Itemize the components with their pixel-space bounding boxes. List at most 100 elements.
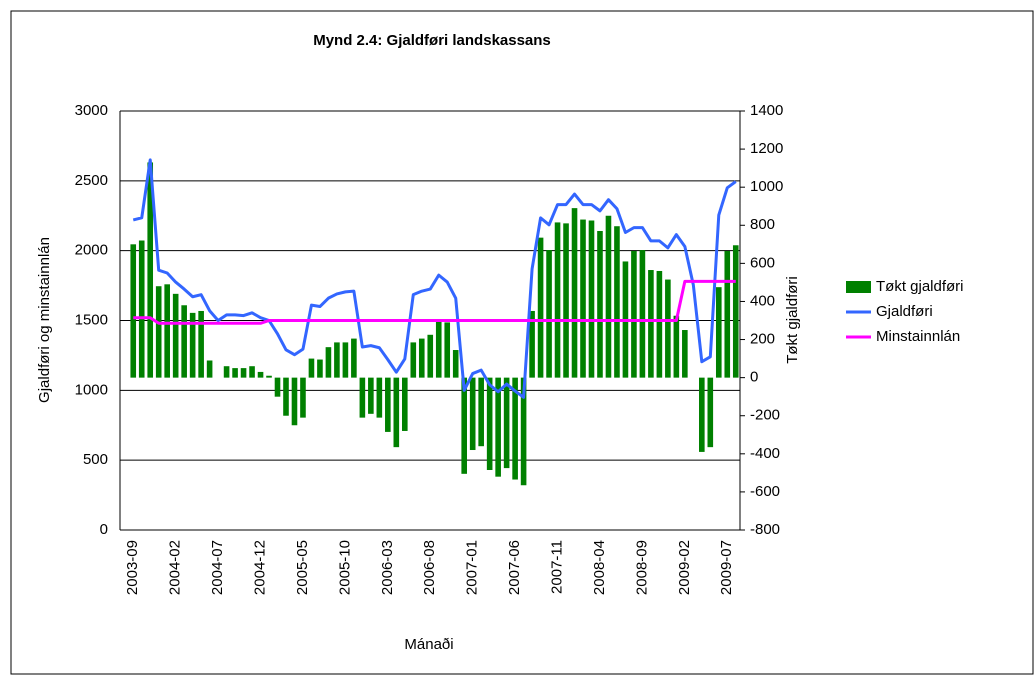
bar bbox=[181, 305, 187, 378]
bar bbox=[503, 377, 510, 469]
bar bbox=[495, 377, 501, 477]
bar bbox=[266, 375, 272, 378]
y2-tick-label: 1200 bbox=[750, 140, 783, 157]
y-tick-label: 2500 bbox=[75, 172, 108, 189]
y-tick-label: 1000 bbox=[75, 381, 108, 398]
bar bbox=[334, 342, 340, 378]
bar bbox=[223, 366, 230, 378]
bar bbox=[418, 338, 425, 378]
y2-tick-label: 0 bbox=[750, 369, 758, 386]
bar bbox=[605, 215, 612, 378]
bar bbox=[393, 377, 400, 448]
bar bbox=[410, 342, 417, 378]
bar bbox=[597, 230, 603, 378]
bar bbox=[656, 270, 663, 378]
bar bbox=[707, 377, 714, 448]
bar bbox=[317, 359, 323, 378]
bar bbox=[444, 322, 451, 378]
bar bbox=[648, 270, 654, 378]
bar bbox=[486, 377, 493, 471]
chart-border bbox=[10, 10, 1034, 675]
bar bbox=[732, 245, 739, 378]
legend-swatch bbox=[846, 281, 871, 293]
x-tick-label: 2007-11 bbox=[549, 540, 566, 594]
y2-tick-label: 1400 bbox=[750, 102, 783, 119]
bar bbox=[699, 377, 705, 452]
bar bbox=[147, 162, 154, 378]
bar bbox=[325, 347, 332, 378]
y-tick-label: 2000 bbox=[75, 242, 108, 259]
bar bbox=[401, 377, 408, 431]
x-axis-label: Mánaði bbox=[404, 636, 453, 653]
bar bbox=[452, 350, 459, 378]
bar bbox=[376, 377, 383, 418]
y2-tick-label: 1000 bbox=[750, 178, 783, 195]
bar bbox=[546, 250, 552, 378]
y2-tick-label: -800 bbox=[750, 521, 780, 538]
bar bbox=[715, 287, 722, 378]
bar bbox=[588, 220, 595, 378]
bar bbox=[724, 250, 731, 378]
y2-tick-label: 800 bbox=[750, 216, 775, 233]
x-tick-label: 2008-04 bbox=[591, 540, 608, 595]
bar bbox=[563, 223, 569, 378]
x-tick-label: 2006-08 bbox=[421, 540, 438, 595]
bar bbox=[206, 360, 213, 378]
x-tick-label: 2003-09 bbox=[124, 540, 141, 595]
bar bbox=[580, 219, 586, 378]
bar bbox=[274, 377, 281, 397]
bar bbox=[529, 310, 535, 378]
bar bbox=[385, 377, 391, 432]
x-tick-label: 2005-10 bbox=[336, 540, 353, 595]
bar bbox=[300, 377, 306, 418]
line bbox=[133, 279, 736, 325]
bar bbox=[520, 377, 527, 486]
chart-title: Mynd 2.4: Gjaldføri landskassans bbox=[313, 32, 551, 49]
x-tick-label: 2009-02 bbox=[676, 540, 693, 595]
y-tick-label: 1500 bbox=[75, 311, 108, 328]
y2-axis-label: Tøkt gjaldføri bbox=[784, 276, 801, 364]
bar bbox=[435, 319, 442, 378]
bar bbox=[554, 222, 561, 378]
bar bbox=[639, 250, 646, 378]
x-tick-label: 2007-06 bbox=[506, 540, 523, 595]
legend-label: Minstainnlán bbox=[876, 328, 960, 345]
bar bbox=[368, 377, 374, 414]
bar bbox=[537, 237, 544, 378]
y-tick-label: 0 bbox=[100, 521, 108, 538]
line bbox=[132, 158, 737, 399]
bar bbox=[342, 342, 349, 378]
bar bbox=[614, 226, 620, 378]
x-tick-label: 2004-02 bbox=[167, 540, 184, 595]
bar bbox=[571, 208, 578, 378]
bar bbox=[673, 315, 680, 378]
bar bbox=[359, 377, 366, 418]
x-tick-label: 2005-05 bbox=[294, 540, 311, 595]
bar bbox=[198, 310, 204, 378]
bar bbox=[130, 244, 137, 378]
y2-tick-label: -600 bbox=[750, 483, 780, 500]
y2-tick-label: 200 bbox=[750, 331, 775, 348]
bar bbox=[189, 312, 196, 378]
bar bbox=[240, 368, 247, 378]
x-tick-label: 2007-01 bbox=[464, 540, 481, 595]
bar bbox=[665, 279, 671, 378]
x-tick-label: 2006-03 bbox=[379, 540, 396, 595]
bar bbox=[257, 371, 264, 378]
x-tick-label: 2008-09 bbox=[633, 540, 650, 595]
bar bbox=[682, 330, 688, 378]
legend-label: Gjaldføri bbox=[876, 303, 933, 320]
bar bbox=[478, 377, 484, 447]
bar bbox=[172, 293, 179, 378]
y2-tick-label: -400 bbox=[750, 445, 780, 462]
bar bbox=[308, 358, 315, 378]
bar bbox=[164, 284, 170, 378]
bar bbox=[427, 334, 434, 378]
bar bbox=[469, 377, 476, 451]
bar bbox=[291, 377, 298, 426]
y2-tick-label: 400 bbox=[750, 292, 775, 309]
bar bbox=[249, 366, 255, 378]
y2-tick-label: -200 bbox=[750, 407, 780, 424]
bar bbox=[138, 240, 145, 378]
